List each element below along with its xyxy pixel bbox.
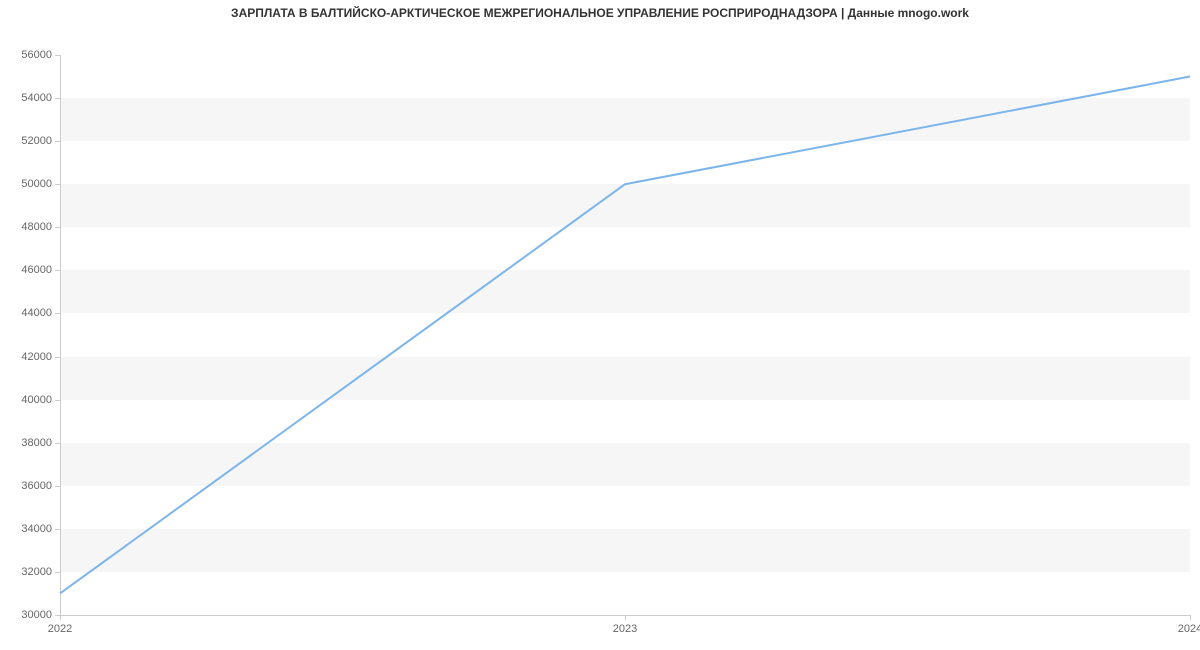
ytick-label: 40000 — [21, 394, 52, 406]
ytick-label: 44000 — [21, 307, 52, 319]
chart-title: ЗАРПЛАТА В БАЛТИЙСКО-АРКТИЧЕСКОЕ МЕЖРЕГИ… — [0, 6, 1200, 20]
chart-container: ЗАРПЛАТА В БАЛТИЙСКО-АРКТИЧЕСКОЕ МЕЖРЕГИ… — [0, 0, 1200, 650]
ytick-label: 56000 — [21, 49, 52, 61]
x-axis-line — [60, 615, 1190, 616]
ytick-label: 30000 — [21, 609, 52, 621]
series-line-salary — [60, 77, 1190, 594]
ytick-label: 36000 — [21, 480, 52, 492]
ytick-label: 38000 — [21, 437, 52, 449]
line-layer — [60, 55, 1190, 615]
plot-area: 3000032000340003600038000400004200044000… — [60, 55, 1190, 615]
ytick-label: 32000 — [21, 566, 52, 578]
ytick-label: 34000 — [21, 523, 52, 535]
xtick-label: 2022 — [48, 623, 72, 635]
ytick-label: 52000 — [21, 135, 52, 147]
ytick-label: 46000 — [21, 264, 52, 276]
ytick-label: 42000 — [21, 351, 52, 363]
xtick-label: 2024 — [1178, 623, 1200, 635]
ytick-label: 50000 — [21, 178, 52, 190]
ytick-label: 48000 — [21, 221, 52, 233]
xtick-label: 2023 — [613, 623, 637, 635]
xtick-mark — [1190, 615, 1191, 620]
ytick-label: 54000 — [21, 92, 52, 104]
